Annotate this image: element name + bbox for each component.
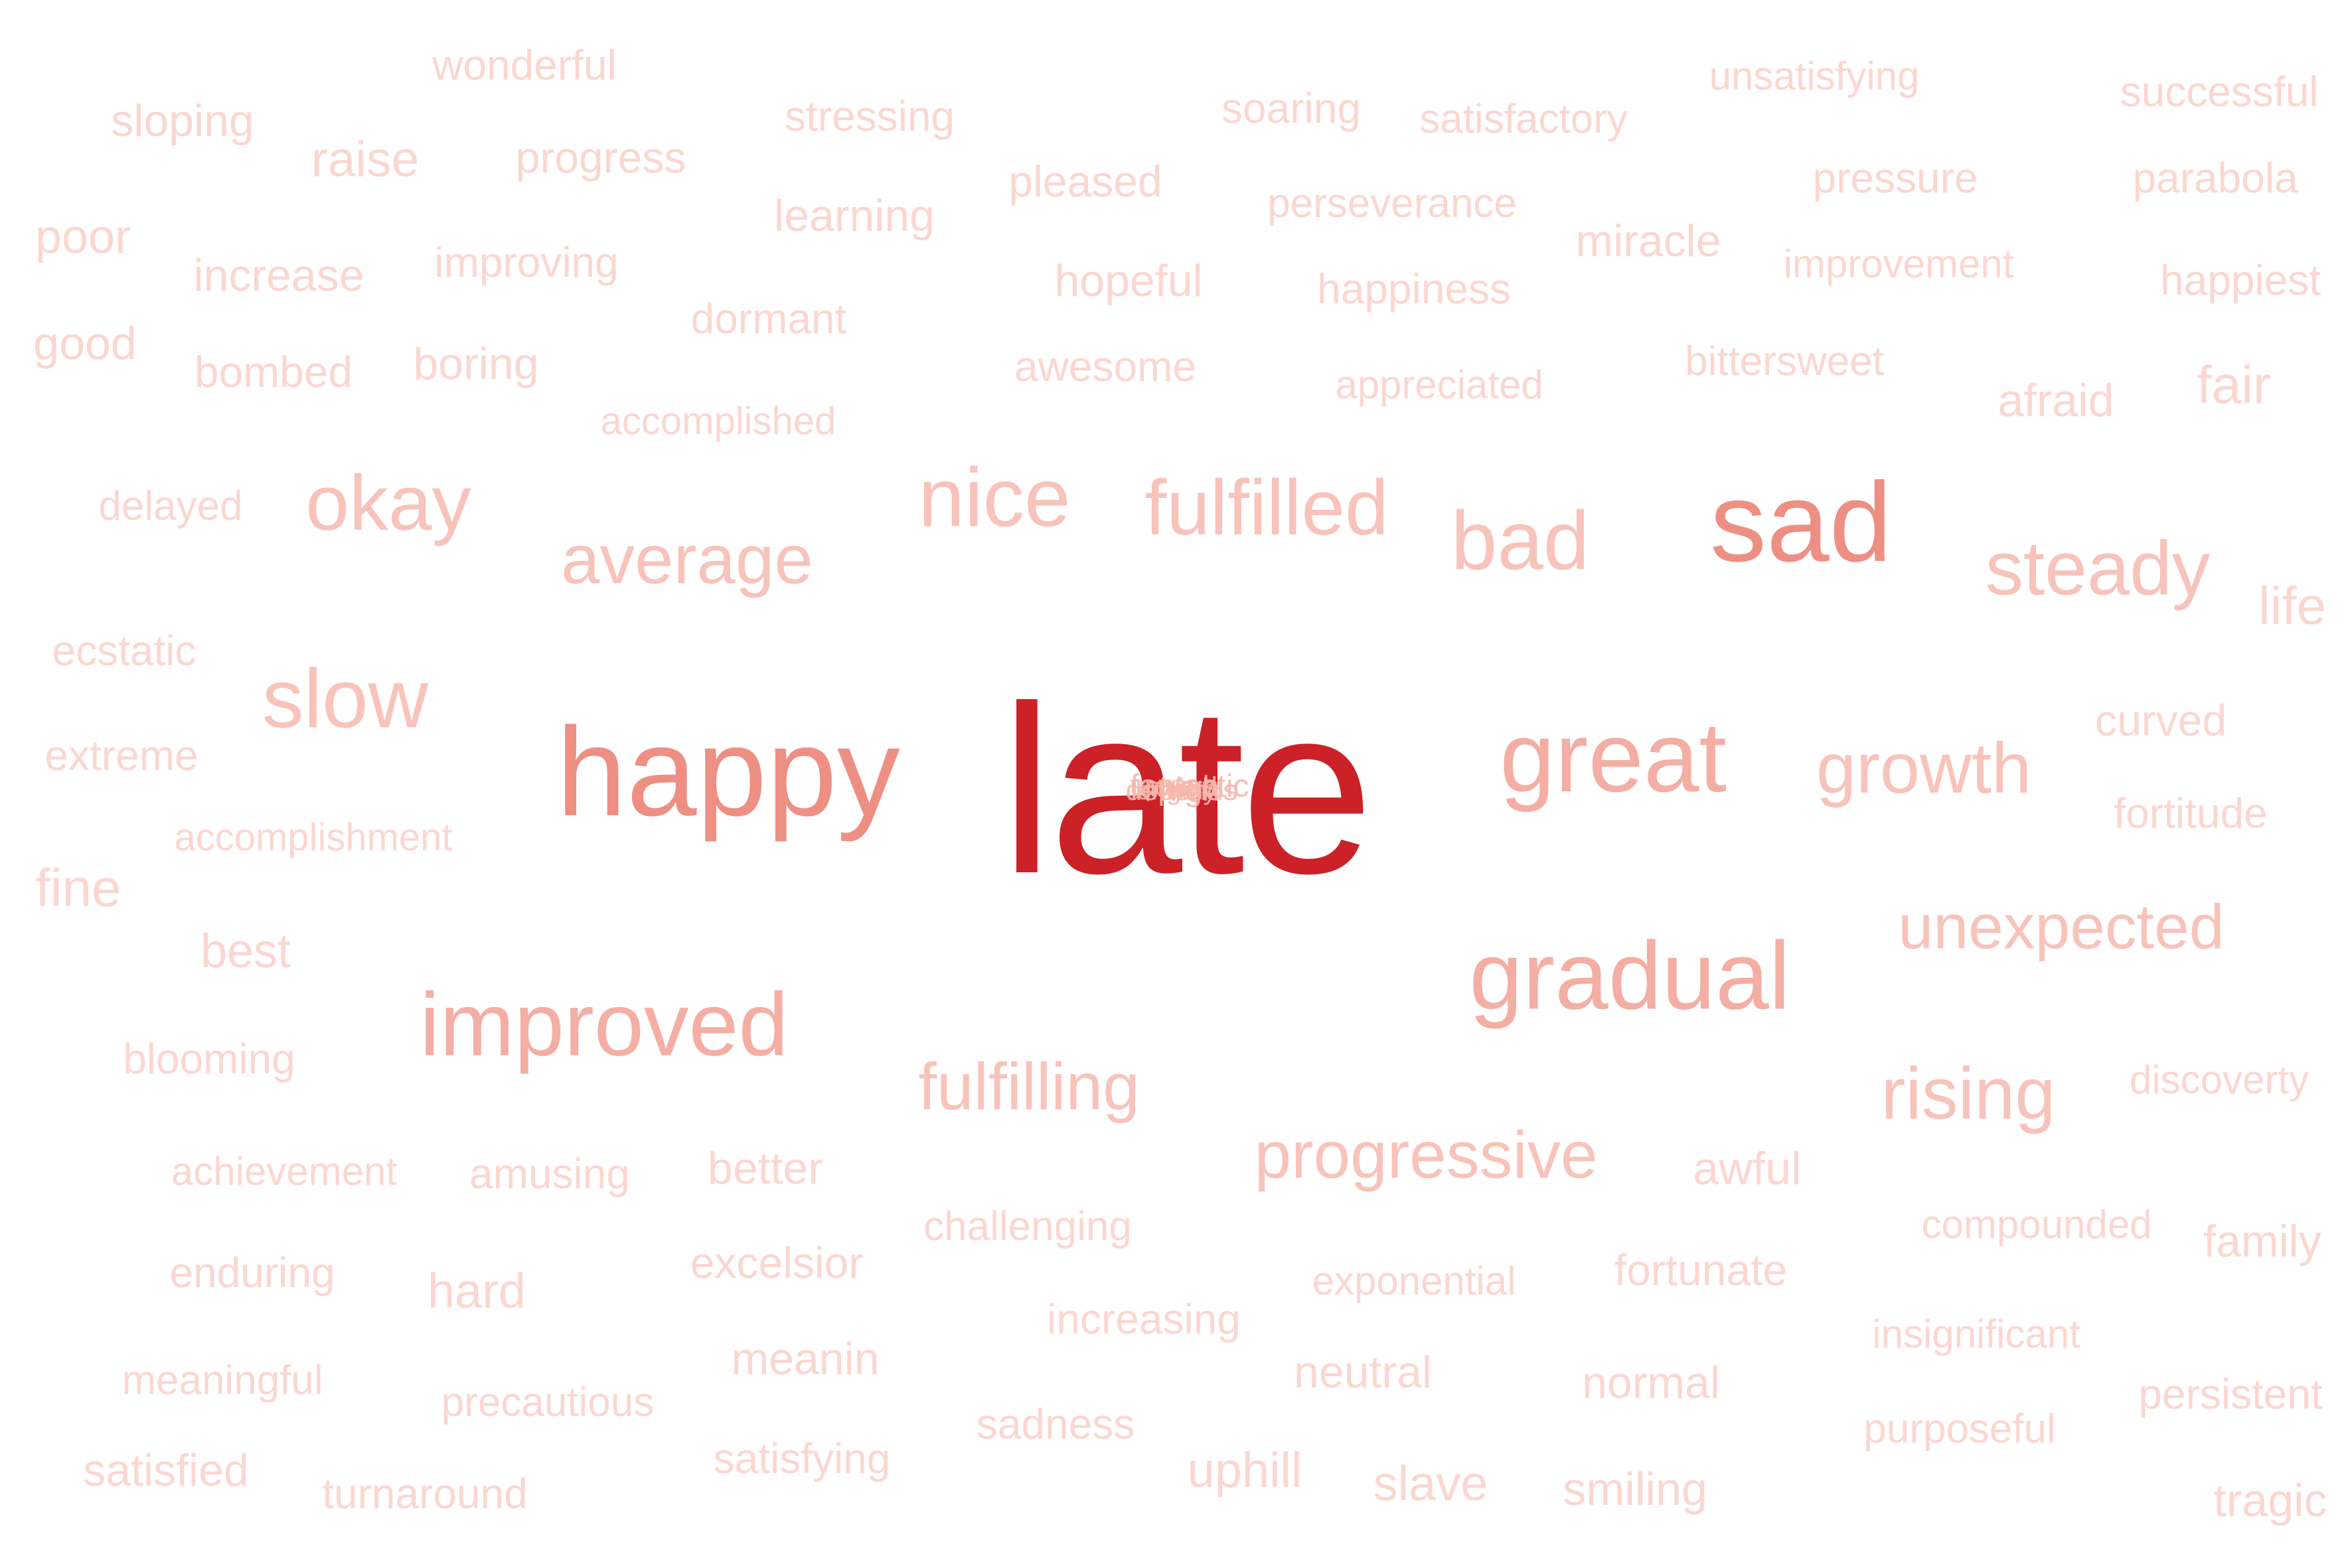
word-learning: learning [774, 191, 935, 241]
word-fortunate: fortunate [1614, 1245, 1788, 1294]
word-amusing: amusing [469, 1150, 630, 1198]
word-meanin: meanin [731, 1334, 880, 1384]
word-tragic: tragic [2213, 1474, 2327, 1526]
word-precautious: precautious [441, 1379, 655, 1425]
word-fulfilled: fulfilled [1144, 464, 1389, 552]
overlay-word-upward: upward [1130, 772, 1217, 801]
word-challenging: challenging [923, 1204, 1132, 1249]
word-awesome: awesome [1014, 343, 1196, 390]
word-excelsior: excelsior [690, 1238, 864, 1287]
word-awful: awful [1693, 1142, 1802, 1194]
word-dormant: dormant [690, 295, 847, 343]
word-purposeful: purposeful [1863, 1406, 2056, 1452]
word-soaring: soaring [1221, 84, 1361, 132]
word-life: life [2258, 576, 2327, 635]
word-progress: progress [515, 133, 686, 182]
word-good: good [33, 317, 137, 369]
word-perseverance: perseverance [1267, 181, 1517, 226]
word-persistent: persistent [2138, 1370, 2323, 1418]
word-sadness: sadness [976, 1400, 1135, 1448]
word-afraid: afraid [1998, 374, 2114, 426]
word-increasing: increasing [1047, 1295, 1241, 1343]
word-better: better [708, 1143, 823, 1194]
word-improving: improving [434, 238, 619, 286]
word-neutral: neutral [1294, 1347, 1432, 1397]
word-delayed: delayed [98, 483, 243, 529]
word-blooming: blooming [123, 1035, 295, 1083]
word-exponential: exponential [1312, 1259, 1516, 1303]
overlay-word-fantastic: fantastic [1130, 769, 1249, 804]
word-progressive: progressive [1254, 1118, 1598, 1192]
word-hard: hard [427, 1263, 526, 1318]
word-slave: slave [1373, 1456, 1488, 1511]
word-improvement: improvement [1783, 242, 2014, 286]
word-enduring: enduring [169, 1249, 335, 1296]
overlay-word-lengthy: lengthy [1131, 776, 1217, 805]
overlay-word-high: high [1159, 773, 1220, 808]
word-average: average [561, 520, 813, 599]
word-boring: boring [413, 339, 539, 389]
word-slow: slow [262, 653, 429, 745]
word-improved: improved [420, 974, 789, 1075]
word-miracle: miracle [1575, 216, 1721, 266]
word-uphill: uphill [1187, 1443, 1302, 1498]
word-extreme: extreme [44, 732, 198, 779]
word-parabola: parabola [2132, 154, 2298, 202]
word-best: best [200, 925, 291, 978]
word-discoverty: discoverty [2129, 1058, 2310, 1102]
word-curved: curved [2094, 696, 2227, 745]
word-fair: fair [2197, 355, 2271, 414]
word-sad: sad [1709, 459, 1893, 586]
word-smiling: smiling [1563, 1463, 1707, 1515]
word-nice: nice [918, 451, 1071, 544]
word-sloping: sloping [111, 96, 254, 146]
word-accomplished: accomplished [600, 400, 836, 443]
word-meaningful: meaningful [121, 1358, 323, 1403]
word-pressure: pressure [1812, 154, 1978, 202]
word-satisfactory: satisfactory [1419, 96, 1628, 142]
word-ecstatic: ecstatic [52, 627, 196, 674]
word-family: family [2203, 1216, 2321, 1267]
word-poor: poor [35, 210, 131, 264]
word-normal: normal [1582, 1358, 1720, 1408]
word-gradual: gradual [1469, 921, 1790, 1030]
word-satisfied: satisfied [83, 1445, 249, 1496]
word-increase: increase [193, 250, 364, 301]
word-appreciated: appreciated [1335, 362, 1543, 407]
word-steady: steady [1985, 526, 2211, 611]
word-pleased: pleased [1008, 157, 1162, 206]
word-unexpected: unexpected [1898, 892, 2225, 963]
word-satisfying: satisfying [713, 1435, 891, 1482]
word-fulfilling: fulfilling [918, 1050, 1140, 1124]
word-growth: growth [1816, 728, 2032, 808]
word-unsatisfying: unsatisfying [1709, 54, 1920, 98]
word-fortitude: fortitude [2114, 789, 2268, 837]
word-insignificant: insignificant [1872, 1312, 2080, 1356]
word-wonderful: wonderful [432, 41, 617, 89]
word-okay: okay [305, 459, 471, 547]
word-bombed: bombed [194, 347, 353, 396]
word-fine: fine [35, 858, 121, 917]
word-accomplishment: accomplishment [174, 816, 453, 859]
word-successful: successful [2120, 68, 2319, 116]
word-great: great [1500, 701, 1727, 813]
word-bad: bad [1450, 495, 1590, 588]
word-hopeful: hopeful [1054, 256, 1203, 306]
word-bittersweet: bittersweet [1685, 339, 1884, 384]
overlay-word-depends: depends [1125, 774, 1238, 807]
word-rising: rising [1881, 1053, 2056, 1135]
word-achievement: achievement [171, 1149, 398, 1194]
overlay-word-rough: rough [1144, 770, 1219, 803]
word-happiness: happiness [1317, 265, 1511, 313]
word-raise: raise [311, 131, 420, 187]
word-happy: happy [556, 702, 900, 842]
word-compounded: compounded [1921, 1202, 2152, 1247]
word-stressing: stressing [784, 92, 955, 140]
word-happiest: happiest [2160, 256, 2321, 304]
word-turnaround: turnaround [322, 1470, 528, 1518]
word-late: late [1000, 657, 1373, 923]
